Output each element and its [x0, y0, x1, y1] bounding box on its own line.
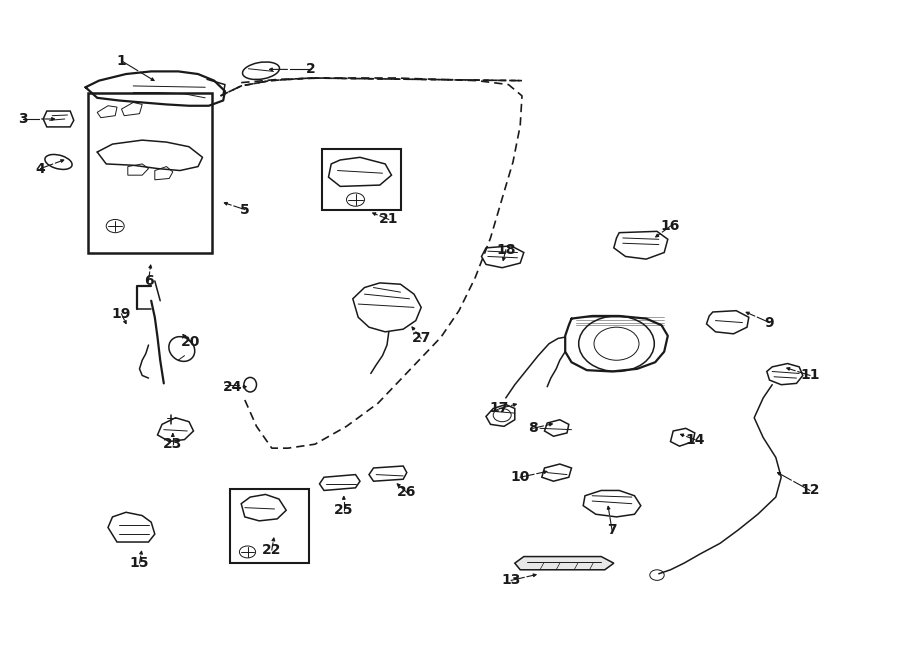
- Text: 1: 1: [117, 54, 126, 68]
- Text: 25: 25: [334, 503, 354, 518]
- Bar: [88, 93, 212, 253]
- Polygon shape: [515, 557, 614, 570]
- Text: 2: 2: [306, 62, 315, 77]
- Bar: [230, 489, 309, 563]
- Text: 7: 7: [608, 523, 616, 537]
- Text: 13: 13: [501, 573, 521, 588]
- Text: 12: 12: [800, 483, 820, 498]
- Text: 17: 17: [490, 401, 509, 416]
- Text: 3: 3: [18, 112, 27, 126]
- Text: 20: 20: [181, 335, 201, 350]
- Text: 14: 14: [685, 432, 705, 447]
- Text: 22: 22: [262, 543, 282, 557]
- Bar: [322, 149, 401, 210]
- Text: 18: 18: [496, 243, 516, 257]
- Text: 23: 23: [163, 437, 183, 451]
- Text: 8: 8: [528, 421, 537, 436]
- Text: 5: 5: [240, 202, 249, 217]
- Text: 15: 15: [130, 556, 149, 570]
- Text: 26: 26: [397, 485, 417, 500]
- Text: 21: 21: [379, 212, 399, 227]
- Text: 4: 4: [36, 161, 45, 176]
- Text: 11: 11: [800, 368, 820, 383]
- Text: 9: 9: [765, 315, 774, 330]
- Text: 6: 6: [144, 274, 153, 288]
- Text: 16: 16: [661, 219, 680, 233]
- Text: 24: 24: [222, 379, 242, 394]
- Text: 19: 19: [112, 307, 131, 321]
- Text: 10: 10: [510, 470, 530, 485]
- Text: 27: 27: [411, 331, 431, 346]
